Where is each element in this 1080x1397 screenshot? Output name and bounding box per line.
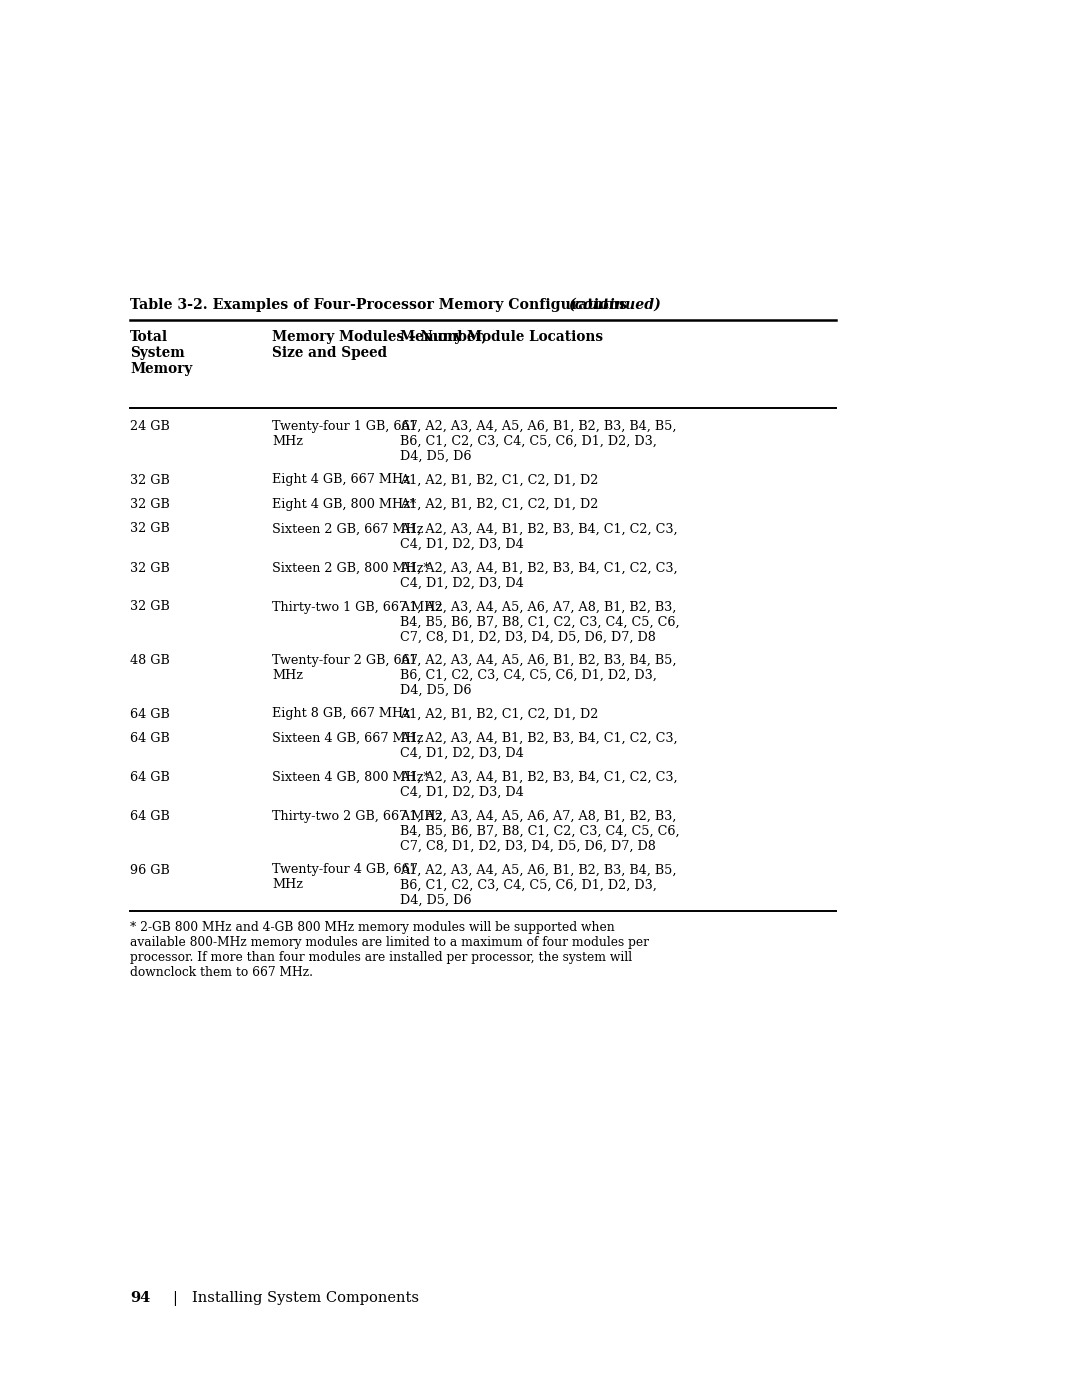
Text: Sixteen 2 GB, 800 MHz*: Sixteen 2 GB, 800 MHz* [272, 562, 430, 574]
Text: 32 GB: 32 GB [130, 562, 170, 574]
Text: Eight 8 GB, 667 MHz: Eight 8 GB, 667 MHz [272, 707, 410, 721]
Text: 64 GB: 64 GB [130, 810, 170, 823]
Text: A1, A2, A3, A4, B1, B2, B3, B4, C1, C2, C3,
C4, D1, D2, D3, D4: A1, A2, A3, A4, B1, B2, B3, B4, C1, C2, … [400, 522, 677, 550]
Text: Memory Module Locations: Memory Module Locations [400, 330, 603, 344]
Text: 32 GB: 32 GB [130, 474, 170, 486]
Text: Installing System Components: Installing System Components [192, 1291, 419, 1305]
Text: Thirty-two 2 GB, 667 MHz: Thirty-two 2 GB, 667 MHz [272, 810, 442, 823]
Text: A1, A2, A3, A4, B1, B2, B3, B4, C1, C2, C3,
C4, D1, D2, D3, D4: A1, A2, A3, A4, B1, B2, B3, B4, C1, C2, … [400, 771, 677, 799]
Text: A1, A2, A3, A4, A5, A6, B1, B2, B3, B4, B5,
B6, C1, C2, C3, C4, C5, C6, D1, D2, : A1, A2, A3, A4, A5, A6, B1, B2, B3, B4, … [400, 654, 676, 697]
Text: Twenty-four 4 GB, 667
MHz: Twenty-four 4 GB, 667 MHz [272, 863, 418, 891]
Text: Eight 4 GB, 667 MHz: Eight 4 GB, 667 MHz [272, 474, 410, 486]
Text: Twenty-four 2 GB, 667
MHz: Twenty-four 2 GB, 667 MHz [272, 654, 418, 682]
Text: A1, A2, B1, B2, C1, C2, D1, D2: A1, A2, B1, B2, C1, C2, D1, D2 [400, 497, 598, 511]
Text: * 2-GB 800 MHz and 4-GB 800 MHz memory modules will be supported when
available : * 2-GB 800 MHz and 4-GB 800 MHz memory m… [130, 921, 649, 979]
Text: Thirty-two 1 GB, 667 MHz: Thirty-two 1 GB, 667 MHz [272, 601, 442, 613]
Text: 94: 94 [130, 1291, 150, 1305]
Text: 64 GB: 64 GB [130, 771, 170, 784]
Text: 64 GB: 64 GB [130, 732, 170, 745]
Text: A1, A2, A3, A4, A5, A6, B1, B2, B3, B4, B5,
B6, C1, C2, C3, C4, C5, C6, D1, D2, : A1, A2, A3, A4, A5, A6, B1, B2, B3, B4, … [400, 863, 676, 907]
Text: Examples of Four-Processor Memory Configurations: Examples of Four-Processor Memory Config… [198, 298, 632, 312]
Text: A1, A2, A3, A4, B1, B2, B3, B4, C1, C2, C3,
C4, D1, D2, D3, D4: A1, A2, A3, A4, B1, B2, B3, B4, C1, C2, … [400, 732, 677, 760]
Text: A1, A2, A3, A4, A5, A6, B1, B2, B3, B4, B5,
B6, C1, C2, C3, C4, C5, C6, D1, D2, : A1, A2, A3, A4, A5, A6, B1, B2, B3, B4, … [400, 420, 676, 462]
Text: A1, A2, B1, B2, C1, C2, D1, D2: A1, A2, B1, B2, C1, C2, D1, D2 [400, 474, 598, 486]
Text: Twenty-four 1 GB, 667
MHz: Twenty-four 1 GB, 667 MHz [272, 420, 418, 448]
Text: 48 GB: 48 GB [130, 654, 170, 666]
Text: Sixteen 4 GB, 800 MHz*: Sixteen 4 GB, 800 MHz* [272, 771, 430, 784]
Text: A1, A2, A3, A4, A5, A6, A7, A8, B1, B2, B3,
B4, B5, B6, B7, B8, C1, C2, C3, C4, : A1, A2, A3, A4, A5, A6, A7, A8, B1, B2, … [400, 601, 679, 644]
Text: (continued): (continued) [568, 298, 661, 312]
Text: Table 3-2.: Table 3-2. [130, 298, 207, 312]
Text: 32 GB: 32 GB [130, 601, 170, 613]
Text: Total
System
Memory: Total System Memory [130, 330, 192, 376]
Text: 24 GB: 24 GB [130, 420, 170, 433]
Text: A1, A2, A3, A4, B1, B2, B3, B4, C1, C2, C3,
C4, D1, D2, D3, D4: A1, A2, A3, A4, B1, B2, B3, B4, C1, C2, … [400, 562, 677, 590]
Text: Eight 4 GB, 800 MHz*: Eight 4 GB, 800 MHz* [272, 497, 416, 511]
Text: A1, A2, A3, A4, A5, A6, A7, A8, B1, B2, B3,
B4, B5, B6, B7, B8, C1, C2, C3, C4, : A1, A2, A3, A4, A5, A6, A7, A8, B1, B2, … [400, 810, 679, 854]
Text: Memory Modules – Number,
Size and Speed: Memory Modules – Number, Size and Speed [272, 330, 486, 360]
Text: Sixteen 4 GB, 667 MHz: Sixteen 4 GB, 667 MHz [272, 732, 423, 745]
Text: 32 GB: 32 GB [130, 522, 170, 535]
Text: 32 GB: 32 GB [130, 497, 170, 511]
Text: A1, A2, B1, B2, C1, C2, D1, D2: A1, A2, B1, B2, C1, C2, D1, D2 [400, 707, 598, 721]
Text: 96 GB: 96 GB [130, 863, 170, 876]
Text: Sixteen 2 GB, 667 MHz: Sixteen 2 GB, 667 MHz [272, 522, 423, 535]
Text: 64 GB: 64 GB [130, 707, 170, 721]
Text: |: | [172, 1291, 177, 1306]
